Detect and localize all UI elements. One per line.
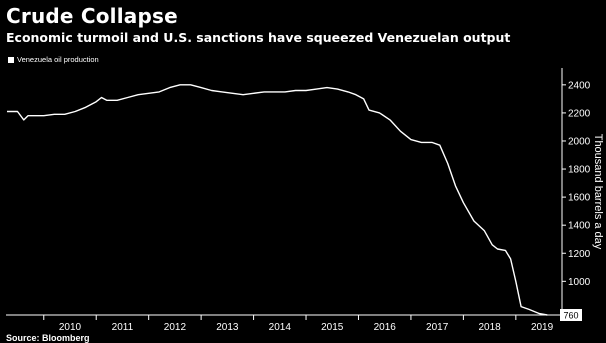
x-tick-label: 2014 (269, 322, 292, 333)
x-tick-label: 2019 (531, 322, 554, 333)
last-value-label: 760 (563, 311, 578, 321)
legend-label: Venezuela oil production (17, 55, 99, 64)
y-tick-label: 2200 (568, 108, 591, 119)
source-note: Source: Bloomberg (6, 333, 90, 343)
x-tick-label: 2017 (426, 322, 449, 333)
x-tick-label: 2012 (164, 322, 187, 333)
x-tick-label: 2013 (216, 322, 239, 333)
x-tick-label: 2011 (112, 322, 134, 333)
y-tick-label: 1600 (568, 193, 591, 204)
x-tick-label: 2016 (374, 322, 397, 333)
last-value-box (560, 309, 582, 321)
y-tick-label: 2400 (568, 80, 591, 91)
y-tick-label: 1400 (568, 221, 591, 232)
series-line-venezuela-oil-production (7, 84, 548, 316)
chart-title: Crude Collapse (6, 4, 178, 28)
chart-subtitle: Economic turmoil and U.S. sanctions have… (6, 30, 511, 45)
x-tick-label: 2018 (478, 322, 501, 333)
x-tick-label: 2015 (321, 322, 344, 333)
y-axis-title: Thousand barrels a day (592, 134, 604, 250)
y-tick-label: 2000 (568, 136, 591, 147)
y-tick-label: 1200 (568, 249, 591, 260)
legend: Venezuela oil production (8, 55, 99, 64)
x-tick-label: 2010 (59, 322, 82, 333)
legend-swatch (8, 56, 14, 63)
y-tick-label: 1800 (568, 165, 591, 176)
y-tick-label: 1000 (568, 277, 591, 288)
